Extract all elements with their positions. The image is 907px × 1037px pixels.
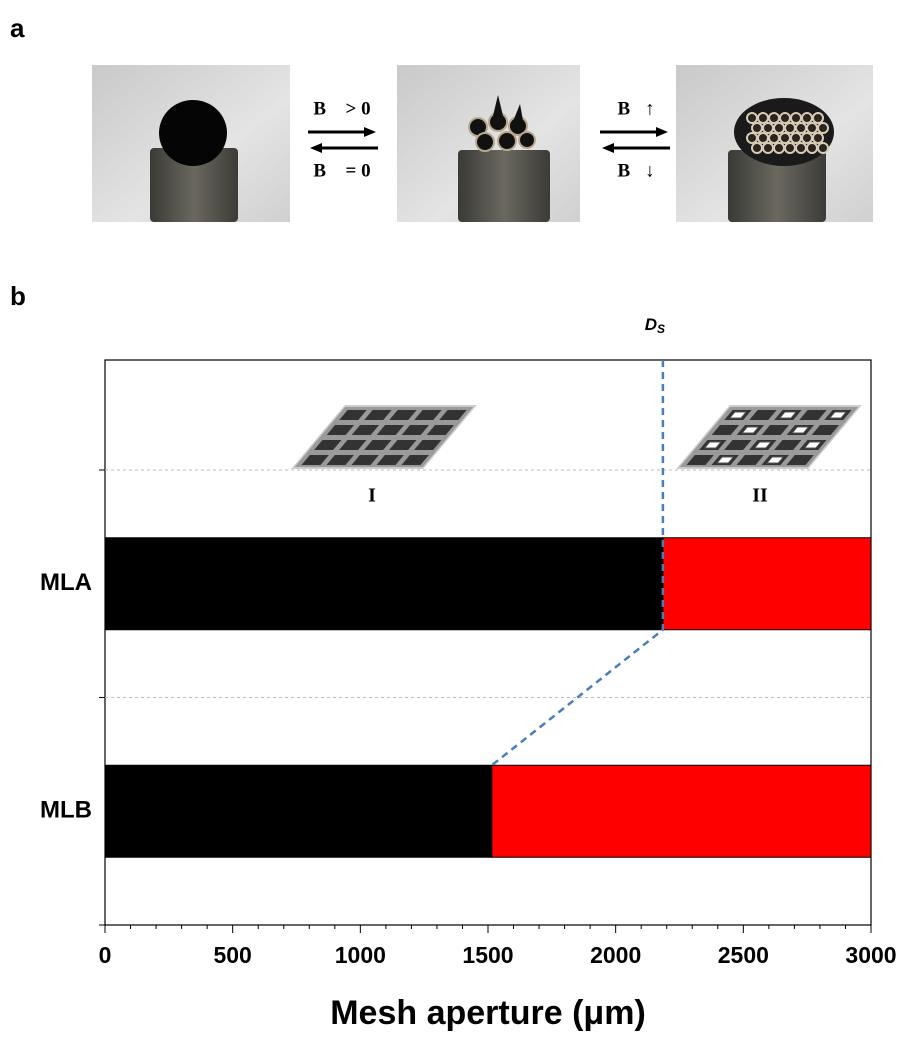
photo — [676, 65, 873, 222]
tube — [763, 123, 773, 133]
tube — [802, 113, 812, 123]
tube — [785, 143, 795, 153]
tube — [774, 123, 784, 133]
x-tick-label: 1000 — [335, 942, 386, 968]
x-tick-label: 1500 — [462, 942, 513, 968]
tube — [747, 113, 757, 123]
panel-label: a — [10, 13, 25, 43]
x-tick-label: 2500 — [718, 942, 769, 968]
mesh-icon — [678, 406, 860, 468]
tube — [791, 113, 801, 123]
tube — [796, 123, 806, 133]
tube — [813, 133, 823, 143]
critical-label-sub: S — [657, 322, 665, 336]
bar — [492, 765, 871, 857]
page: a b B⃗ > 0 B⃗ = 0 B⃗↑ B⃗↓ 0 500 1000 1500 20… — [0, 0, 907, 1037]
tube — [774, 143, 784, 153]
tube — [818, 143, 828, 153]
tube — [807, 123, 817, 133]
switch-label: B⃗↓ — [618, 160, 655, 181]
tube — [785, 123, 795, 133]
tube — [758, 133, 768, 143]
switch-label: B⃗ = 0 — [313, 160, 370, 181]
figure: a b B⃗ > 0 B⃗ = 0 B⃗↑ B⃗↓ 0 500 1000 1500 20… — [0, 0, 907, 1037]
mesh-icon — [293, 406, 475, 468]
photo — [92, 65, 290, 222]
tube — [813, 113, 823, 123]
critical-label: DS — [645, 315, 665, 336]
tube — [780, 113, 790, 123]
tube — [763, 143, 773, 153]
tube — [807, 143, 817, 153]
tube — [780, 133, 790, 143]
region-label: II — [752, 485, 768, 507]
photo — [397, 65, 580, 222]
switch-label: B⃗ > 0 — [313, 98, 370, 119]
tube — [796, 143, 806, 153]
tube — [752, 143, 762, 153]
category-label: MLB — [40, 797, 92, 824]
switch-label: B⃗↑ — [618, 98, 655, 119]
bar — [663, 538, 871, 630]
x-tick-label: 0 — [99, 942, 112, 968]
tube — [802, 133, 812, 143]
tube — [758, 113, 768, 123]
tube — [747, 133, 757, 143]
x-tick-label: 500 — [213, 942, 251, 968]
tube — [752, 123, 762, 133]
critical-label-main: D — [645, 315, 657, 334]
panel-label: b — [10, 281, 26, 311]
x-axis-label: Mesh aperture (μm) — [330, 994, 646, 1032]
mesh-icons — [293, 406, 860, 468]
bar — [105, 765, 492, 857]
category-label: MLA — [40, 569, 92, 596]
tube — [769, 113, 779, 123]
tube — [769, 133, 779, 143]
bar — [105, 538, 663, 630]
tube — [791, 133, 801, 143]
x-tick-label: 2000 — [590, 942, 641, 968]
region-label: I — [368, 485, 376, 507]
tube — [818, 123, 828, 133]
x-tick-label: 3000 — [845, 942, 896, 968]
